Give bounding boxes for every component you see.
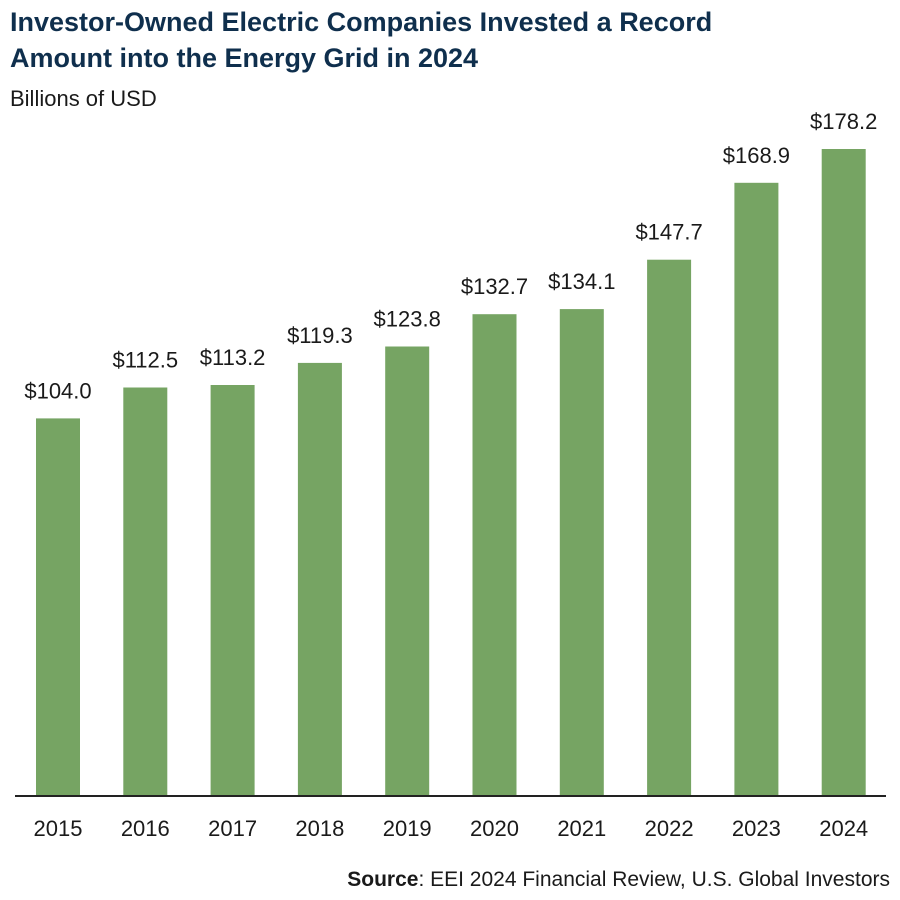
- x-tick-label-2022: 2022: [645, 816, 694, 841]
- x-tick-label-2024: 2024: [819, 816, 868, 841]
- x-tick-label-2015: 2015: [34, 816, 83, 841]
- source-text: : EEI 2024 Financial Review, U.S. Global…: [418, 868, 890, 891]
- bar-chart: $104.0 2015 $112.5 2016 $113.2 2017 $119.3 2018…: [15, 109, 886, 841]
- chart-title: Investor-Owned Electric Companies Invest…: [10, 4, 890, 76]
- chart-subtitle: Billions of USD: [10, 86, 157, 111]
- bar-2018: [297, 362, 342, 796]
- bar-2022: [647, 259, 692, 796]
- x-tick-label-2016: 2016: [121, 816, 170, 841]
- bar-2021: [559, 309, 604, 796]
- data-label-2022: $147.7: [635, 220, 702, 245]
- chart-title-line-1: Investor-Owned Electric Companies Invest…: [10, 7, 713, 37]
- data-label-2018: $119.3: [287, 323, 353, 348]
- bar-2023: [734, 182, 779, 797]
- chart-title-line-2: Amount into the Energy Grid in 2024: [10, 43, 479, 73]
- data-label-2020: $132.7: [461, 274, 528, 299]
- data-label-2016: $112.5: [112, 348, 178, 373]
- data-label-2017: $113.2: [200, 345, 266, 370]
- x-tick-label-2018: 2018: [295, 816, 344, 841]
- data-label-2019: $123.8: [374, 307, 441, 332]
- x-tick-label-2021: 2021: [557, 816, 606, 841]
- bar-2017: [210, 385, 255, 796]
- bar-2016: [123, 387, 168, 796]
- x-tick-label-2020: 2020: [470, 816, 519, 841]
- bar-2020: [472, 314, 517, 796]
- data-label-2023: $168.9: [723, 143, 790, 168]
- source-label: Source: [347, 868, 419, 891]
- data-label-2015: $104.0: [24, 378, 91, 403]
- data-label-2024: $178.2: [810, 109, 877, 134]
- bar-2019: [385, 346, 430, 796]
- x-tick-label-2019: 2019: [383, 816, 432, 841]
- x-tick-label-2017: 2017: [208, 816, 257, 841]
- source-note: Source: EEI 2024 Financial Review, U.S. …: [347, 868, 890, 892]
- bar-2015: [36, 418, 80, 796]
- data-label-2021: $134.1: [548, 269, 615, 294]
- x-tick-label-2023: 2023: [732, 816, 781, 841]
- bar-2024: [821, 149, 866, 796]
